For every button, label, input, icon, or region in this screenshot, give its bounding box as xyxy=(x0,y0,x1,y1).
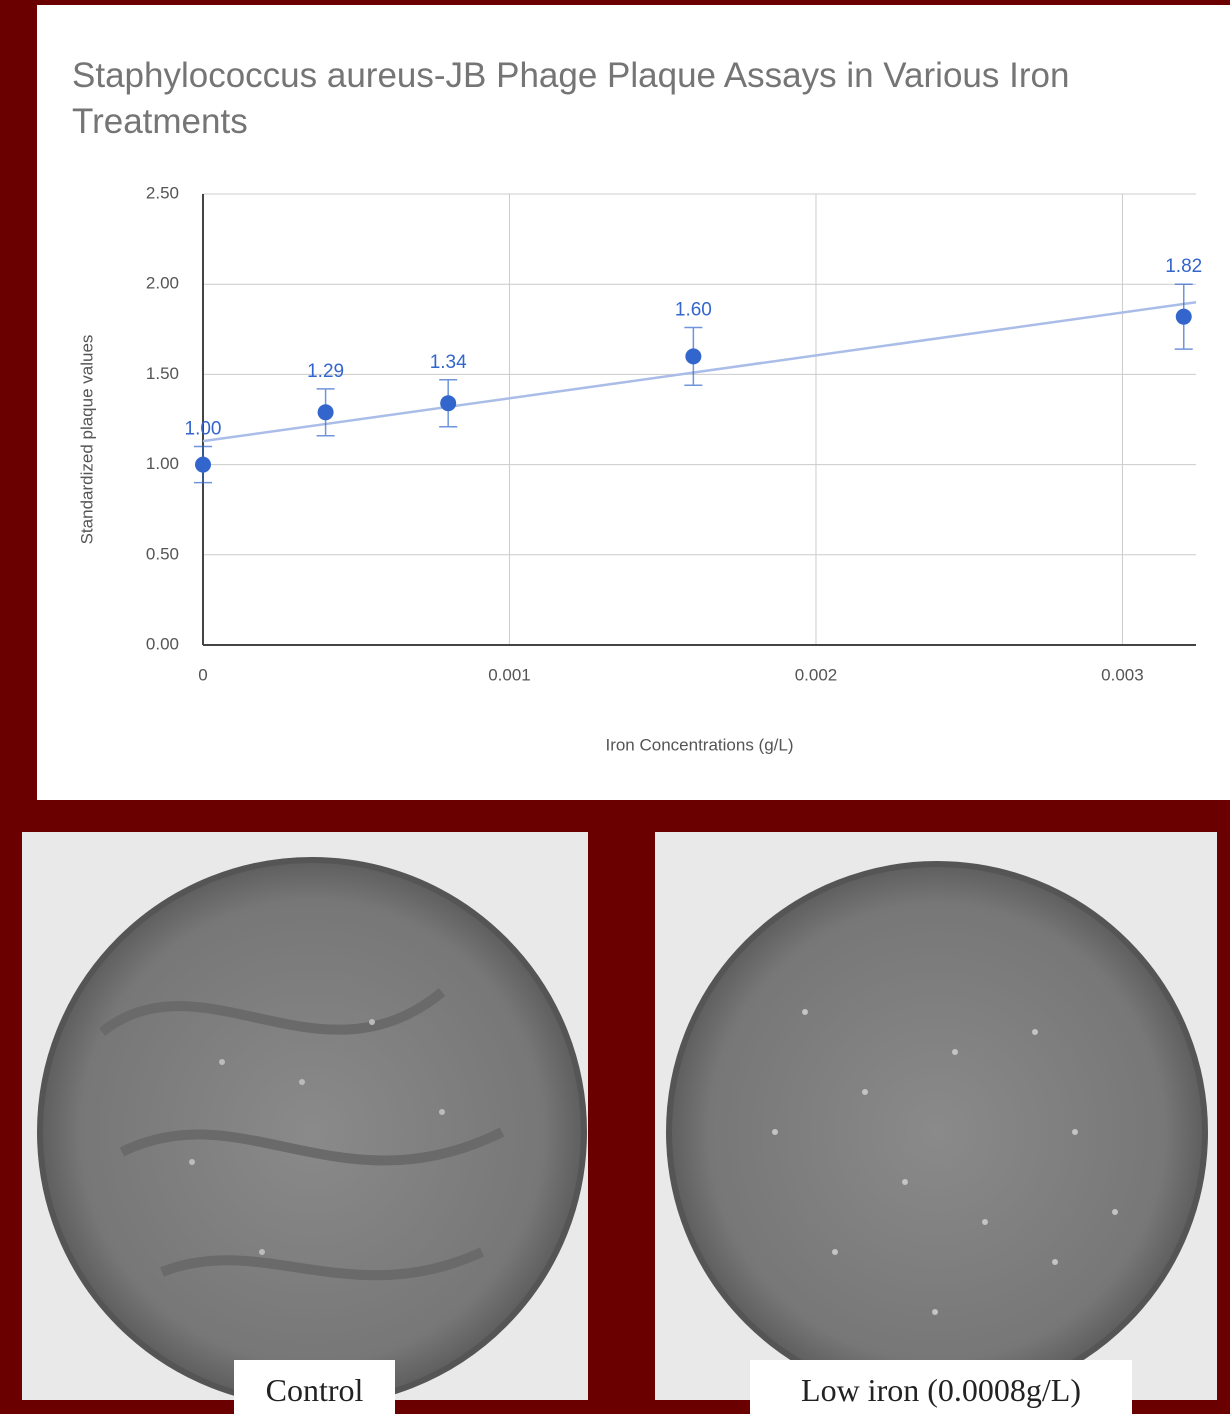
chart-title: Staphylococcus aureus-JB Phage Plaque As… xyxy=(72,56,1070,141)
y-tick-label: 2.50 xyxy=(146,183,179,202)
data-label: 1.29 xyxy=(307,361,344,382)
x-axis-title: Iron Concentrations (g/L) xyxy=(605,735,793,754)
swirl xyxy=(98,988,505,1281)
x-tick-label: 0.003 xyxy=(1101,665,1144,684)
data-label: 1.82 xyxy=(1165,256,1202,277)
data-point xyxy=(317,404,334,421)
y-tick-label: 1.00 xyxy=(146,454,179,473)
plate-image xyxy=(666,861,1208,1403)
plaques xyxy=(772,1009,1118,1315)
chart-panel: Staphylococcus aureus-JB Phage Plaque As… xyxy=(37,5,1230,800)
x-tick-label: 0 xyxy=(198,665,207,684)
photo-caption: Control xyxy=(234,1360,395,1414)
data-label: 1.00 xyxy=(185,419,222,440)
petri-dish xyxy=(37,857,587,1407)
photo-caption: Low iron (0.0008g/L) xyxy=(750,1360,1132,1414)
plate-photo xyxy=(22,832,588,1407)
y-tick-label: 2.00 xyxy=(146,274,179,293)
plate-photo xyxy=(655,832,1217,1403)
data-label: 1.34 xyxy=(430,352,467,373)
y-axis-title: Standardized plaque values xyxy=(77,335,96,545)
plaques xyxy=(189,1019,445,1255)
y-tick-label: 0.50 xyxy=(146,544,179,563)
data-label: 1.60 xyxy=(675,300,712,321)
chart: 0.00 0.50 1.00 1.50 2.00 2.50 0 0.001 0.002 0.003… xyxy=(77,183,1202,754)
plate-image xyxy=(37,857,587,1407)
petri-dish xyxy=(666,861,1208,1403)
data-point xyxy=(1175,308,1192,325)
data-point xyxy=(685,348,702,365)
data-point xyxy=(440,395,457,412)
y-tick-label: 1.50 xyxy=(146,364,179,383)
x-tick-label: 0.001 xyxy=(488,665,531,684)
x-tick-label: 0.002 xyxy=(795,665,838,684)
data-point xyxy=(195,456,211,473)
trendline xyxy=(202,301,1197,443)
y-tick-label: 0.00 xyxy=(146,634,179,653)
